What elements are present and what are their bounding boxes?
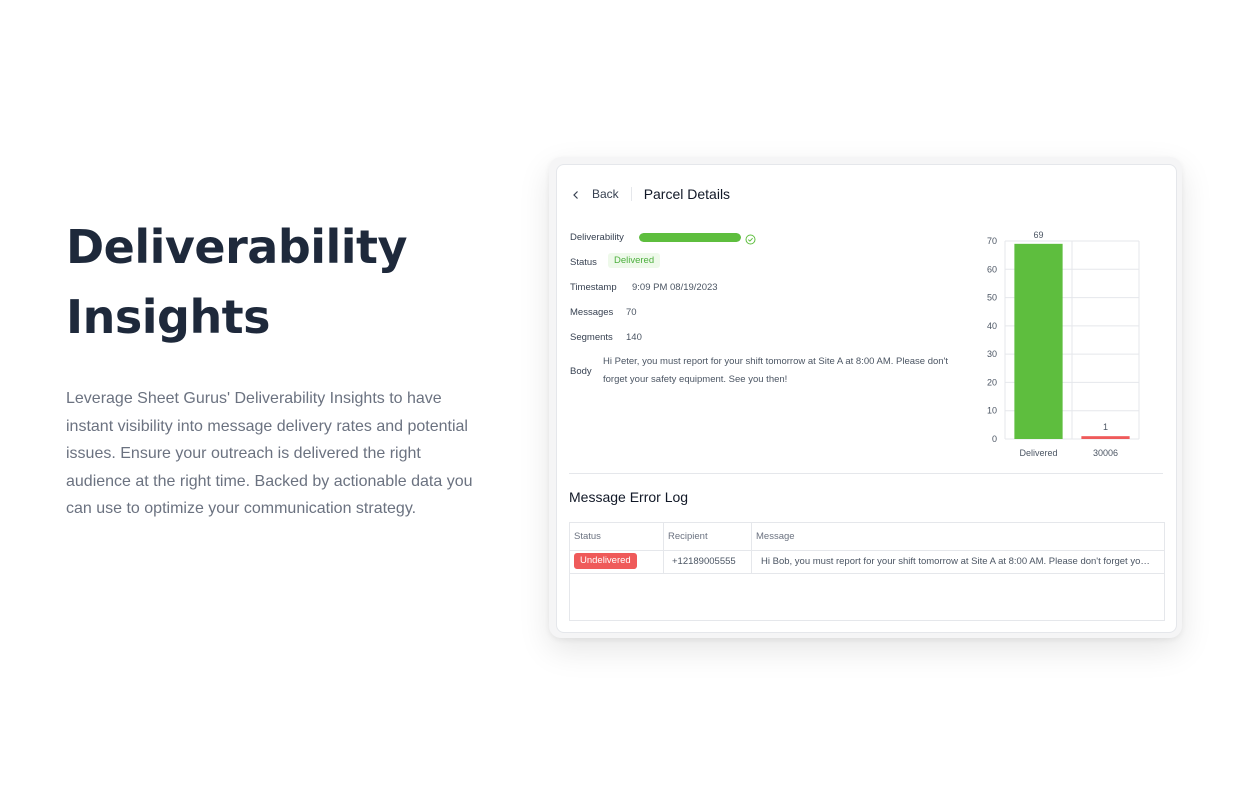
data-label: 1: [1103, 422, 1108, 432]
body-text: Hi Peter, you must report for your shift…: [603, 356, 949, 385]
y-tick-label: 60: [987, 264, 997, 274]
y-tick-label: 70: [987, 236, 997, 246]
status-label: Status: [570, 257, 597, 268]
hero-description: Leverage Sheet Gurus' Deliverability Ins…: [66, 390, 473, 517]
x-tick-label: Delivered: [1019, 448, 1057, 458]
timestamp-label: Timestamp: [570, 282, 617, 293]
recipient-cell: +12189005555: [672, 556, 736, 567]
column-divider: [751, 523, 752, 573]
x-tick-label: 30006: [1093, 448, 1118, 458]
deliverability-progress-fill: [639, 233, 741, 242]
hero-title: Deliverability Insights: [66, 220, 408, 344]
row-divider: [570, 573, 1164, 574]
error-log-title: Message Error Log: [569, 489, 689, 505]
bar: [1014, 243, 1063, 439]
y-tick-label: 10: [987, 406, 997, 416]
y-tick-label: 50: [987, 293, 997, 303]
card-header: Back Parcel Details: [570, 183, 730, 205]
bar: [1081, 436, 1130, 439]
y-tick-label: 40: [987, 321, 997, 331]
column-header-message: Message: [756, 531, 795, 542]
segments-value: 140: [626, 332, 642, 343]
body-label: Body: [570, 366, 592, 377]
header-divider: [630, 187, 632, 201]
row-divider: [570, 550, 1164, 551]
y-tick-label: 30: [987, 349, 997, 359]
chevron-left-icon[interactable]: [570, 188, 582, 200]
section-divider: [569, 473, 1163, 474]
delivery-bar-chart: 0 10 20 30 40 50 60 70 69 Delivered 1 30006: [987, 230, 1140, 458]
back-button[interactable]: Back: [592, 187, 619, 201]
messages-value: 70: [626, 307, 637, 318]
undelivered-badge: Undelivered: [574, 553, 637, 569]
column-divider: [663, 523, 664, 573]
parcel-details-card: Back Parcel Details Deliverability Statu…: [556, 164, 1177, 633]
y-tick-label: 20: [987, 377, 997, 387]
column-header-status: Status: [574, 531, 601, 542]
check-circle-icon: [745, 232, 756, 245]
segments-label: Segments: [570, 332, 613, 343]
page-title: Parcel Details: [643, 186, 731, 202]
error-log-table: Status Recipient Message Undelivered +12…: [569, 522, 1165, 621]
status-badge: Delivered: [608, 253, 661, 268]
deliverability-label: Deliverability: [570, 232, 624, 243]
data-label: 69: [1033, 230, 1043, 240]
timestamp-value: 9:09 PM 08/19/2023: [632, 282, 718, 293]
y-tick-label: 0: [992, 434, 997, 444]
column-header-recipient: Recipient: [668, 531, 708, 542]
deliverability-progress: [639, 233, 741, 242]
message-cell: Hi Bob, you must report for your shift t…: [761, 556, 1153, 567]
messages-label: Messages: [570, 307, 614, 318]
